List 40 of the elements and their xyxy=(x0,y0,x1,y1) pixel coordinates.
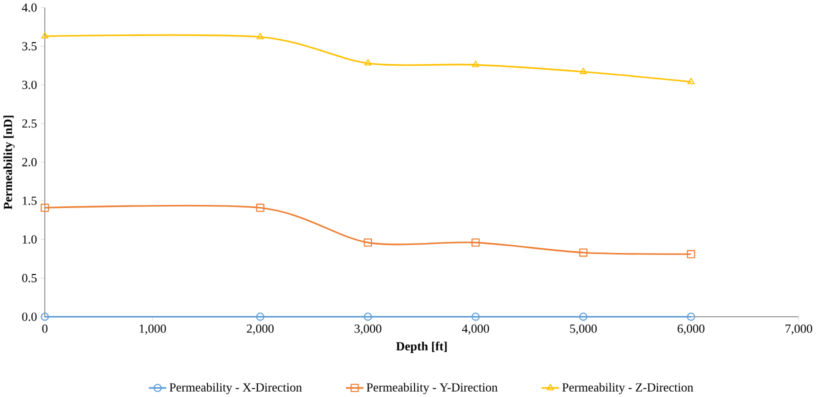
point xyxy=(41,32,48,38)
y-tick-label: 4.0 xyxy=(22,3,37,12)
legend-label: Permeability - X-Direction xyxy=(170,382,302,394)
x-tick-label: 6,000 xyxy=(678,324,704,335)
point xyxy=(256,204,264,212)
y-tick-label: 1.0 xyxy=(22,235,37,244)
legend-label: Permeability - Z-Direction xyxy=(562,382,694,394)
point xyxy=(472,60,480,68)
point xyxy=(40,312,49,321)
point xyxy=(364,238,372,247)
point xyxy=(256,312,264,321)
x-axis-title: Depth [ft] xyxy=(396,342,447,353)
y-tick-label: 2.5 xyxy=(22,119,37,128)
x-tick-label: 1,000 xyxy=(140,324,166,335)
point xyxy=(686,312,696,321)
point xyxy=(580,68,587,74)
x-tick-label: 2,000 xyxy=(246,324,274,335)
y-tick-label: 2.0 xyxy=(22,158,37,166)
point xyxy=(472,312,480,321)
point xyxy=(364,312,372,321)
legend-label: Permeability - Y-Direction xyxy=(366,382,498,394)
y-tick-label: 0.0 xyxy=(22,312,37,321)
point xyxy=(687,78,695,84)
point xyxy=(472,238,480,247)
point xyxy=(579,312,588,321)
point xyxy=(579,248,588,257)
x-tick-label: 0 xyxy=(42,324,48,333)
x-tick-label: 3,000 xyxy=(354,324,382,335)
y-axis-title: Permeability [nD] xyxy=(3,116,15,210)
point xyxy=(686,250,696,258)
point xyxy=(40,204,49,212)
x-tick-label: 5,000 xyxy=(570,324,597,335)
y-tick-label: 3.0 xyxy=(22,80,37,90)
point xyxy=(364,59,372,66)
point xyxy=(256,32,264,40)
y-tick-label: 3.5 xyxy=(22,42,37,50)
x-tick-label: 7,000 xyxy=(786,324,812,335)
y-tick-label: 0.5 xyxy=(22,274,37,282)
x-tick-label: 4,000 xyxy=(462,324,490,335)
y-tick-label: 1.5 xyxy=(22,196,37,205)
